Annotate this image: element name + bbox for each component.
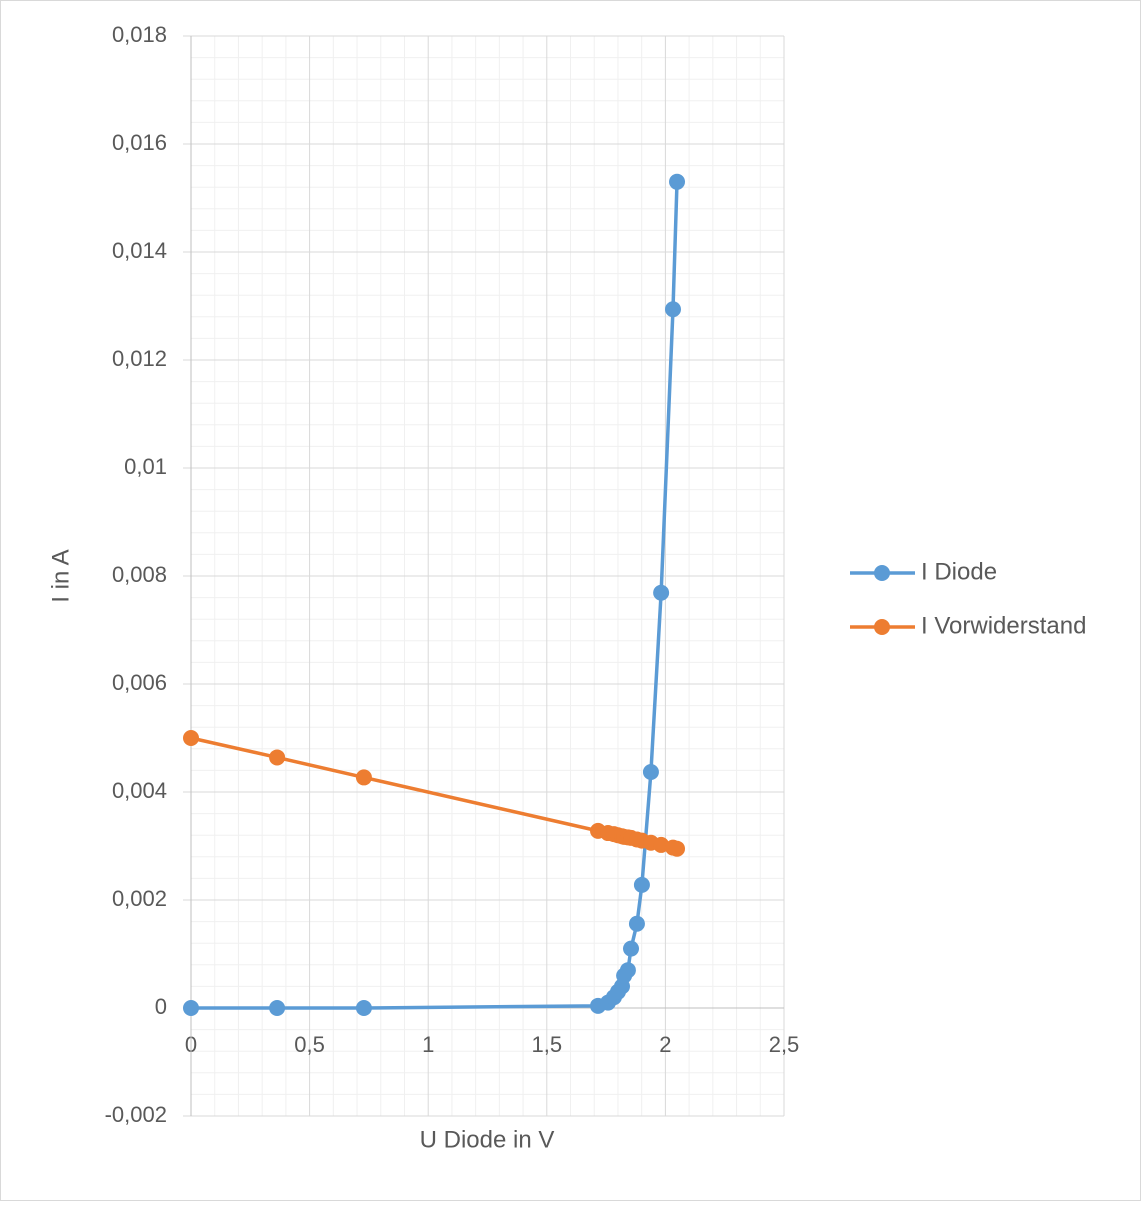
data-point [653, 584, 670, 601]
data-point [669, 173, 686, 190]
x-tick-label: 0,5 [294, 1032, 325, 1057]
data-point [619, 962, 636, 979]
x-axis-label: U Diode in V [420, 1126, 555, 1153]
y-tick-label: 0,014 [112, 238, 167, 263]
data-point [269, 749, 286, 766]
data-point [355, 769, 372, 786]
data-point [642, 764, 659, 781]
x-tick-label: 1 [422, 1032, 434, 1057]
y-tick-label: 0,006 [112, 670, 167, 695]
data-point [669, 840, 686, 857]
y-tick-label: 0,012 [112, 346, 167, 371]
data-point [664, 301, 681, 318]
y-tick-label: 0 [155, 994, 167, 1019]
x-tick-label: 2 [659, 1032, 671, 1057]
legend-label: I Vorwiderstand [921, 612, 1086, 639]
data-point [355, 1000, 372, 1016]
y-tick-label: 0,018 [112, 22, 167, 47]
legend-marker [874, 565, 890, 581]
legend-marker [874, 619, 890, 635]
data-point [623, 940, 640, 957]
legend-label: I Diode [921, 558, 997, 585]
x-tick-label: 1,5 [532, 1032, 563, 1057]
x-tick-label: 2,5 [769, 1032, 800, 1057]
data-point [269, 1000, 286, 1016]
data-point [183, 1000, 199, 1016]
data-point [628, 915, 645, 932]
y-tick-label: 0,004 [112, 778, 167, 803]
y-tick-label: 0,01 [124, 454, 167, 479]
y-tick-label: 0,002 [112, 886, 167, 911]
y-tick-label: 0,008 [112, 562, 167, 587]
y-tick-label: -0,002 [105, 1102, 167, 1127]
y-axis-label: I in A [47, 549, 74, 602]
y-tick-label: 0,016 [112, 130, 167, 155]
data-point [183, 730, 199, 746]
data-point [633, 876, 650, 893]
